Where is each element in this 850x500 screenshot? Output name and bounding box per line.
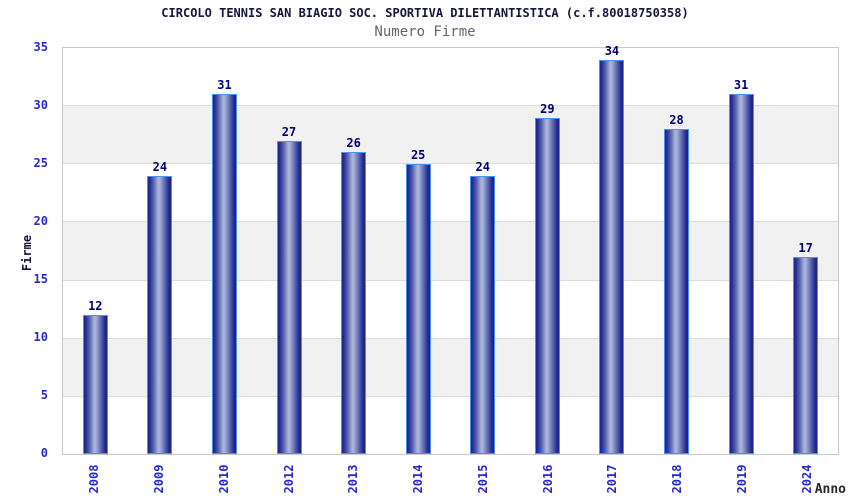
bar-2016 [534,117,560,454]
x-tick-2016: 2016 [540,464,555,493]
bar-2019 [728,94,754,454]
bar-value-label: 27 [281,124,297,139]
bar-2009 [147,175,173,454]
bar-2017 [599,59,625,454]
grid-band [63,106,838,165]
bar-value-label: 12 [88,298,103,313]
bar-slot-2014: 25 [386,48,451,454]
bar-2012 [276,140,302,454]
chart-subtitle: Numero Firme [374,24,476,40]
y-tick-0: 0 [40,446,48,460]
bar-value-label: 28 [669,113,684,128]
grid-band [63,48,838,107]
bar-series: 12 24 31 27 26 25 24 29 34 28 31 17 [63,44,838,454]
x-tick-2019: 2019 [734,464,749,493]
x-tick-2018: 2018 [670,464,685,493]
bar-2008 [82,314,108,454]
grid-band [63,280,838,339]
bar-slot-2013: 26 [321,48,386,454]
bar-value-label: 34 [604,43,620,58]
bar-slot-2012: 27 [257,48,322,454]
y-tick-30: 30 [33,98,48,112]
bar-value-label: 29 [540,101,555,116]
x-axis-title: Anno [814,482,846,497]
bar-value-label: 25 [410,148,426,162]
bar-slot-2019: 31 [709,48,774,454]
y-axis-tick-labels: 0 5 10 15 20 25 30 35 [0,40,50,460]
bar-value-label: 31 [733,78,749,93]
x-tick-2015: 2015 [475,464,490,493]
y-tick-25: 25 [33,156,48,170]
x-tick-2008: 2008 [87,464,102,493]
bar-slot-2008: 12 [63,48,128,454]
bar-2010 [211,94,237,454]
bar-slot-2015: 24 [450,48,515,454]
chart-title: CIRCOLO TENNIS SAN BIAGIO SOC. SPORTIVA … [161,6,689,20]
x-tick-2014: 2014 [411,464,426,493]
plot-area: 12 24 31 27 26 25 24 29 34 28 31 17 [62,44,839,455]
bar-value-label: 24 [475,159,490,174]
bar-2015 [470,175,496,454]
x-tick-2010: 2010 [216,464,231,493]
y-tick-35: 35 [33,40,48,54]
bar-slot-2018: 28 [644,48,709,454]
y-tick-20: 20 [33,214,48,228]
bar-slot-2024: 17 [773,48,838,454]
bar-slot-2010: 31 [192,48,257,454]
x-tick-2017: 2017 [605,464,620,493]
bar-slot-2016: 29 [515,48,580,454]
grid-band [63,338,838,397]
grid-band [63,222,838,281]
bar-slot-2017: 34 [580,44,645,454]
bar-2013 [341,152,367,454]
x-tick-2013: 2013 [346,464,361,493]
y-tick-5: 5 [40,388,48,402]
bar-slot-2009: 24 [128,48,193,454]
bar-2014 [405,164,431,454]
bar-value-label: 24 [152,159,168,174]
bar-2024 [793,256,819,454]
x-tick-2009: 2009 [152,464,167,493]
y-tick-15: 15 [33,272,48,286]
x-axis-tick-labels: 2008 2009 2010 2012 2013 2014 2015 2016 2017 2018… [62,457,839,500]
grid-band [63,396,838,454]
y-axis-title: Firme [20,234,34,272]
bar-2018 [663,129,689,454]
x-tick-2024: 2024 [799,464,814,493]
plot-background-bands [63,48,838,454]
bar-value-label: 17 [798,240,813,255]
grid-band [63,164,838,223]
bar-value-label: 26 [346,136,361,151]
y-tick-10: 10 [33,330,48,344]
x-tick-2012: 2012 [281,464,296,493]
bar-value-label: 31 [217,78,232,93]
